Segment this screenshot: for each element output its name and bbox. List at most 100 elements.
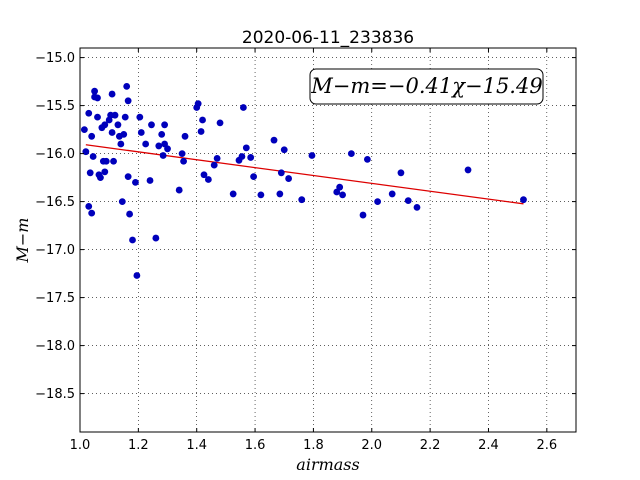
data-point [85,203,93,210]
y-tick-label: −15.5 [35,99,75,114]
data-points [80,83,527,279]
data-point [148,121,155,129]
data-point [298,196,306,204]
plot-frame [79,47,577,433]
data-point [121,113,129,121]
chart-title: 2020-06-11_233836 [242,28,414,48]
data-point [155,142,163,150]
data-point [108,129,116,136]
x-tick-label: 1.8 [303,438,324,453]
data-point [210,161,218,169]
data-point [180,157,187,165]
data-point [133,272,141,279]
data-point [277,169,285,177]
data-point [89,153,97,160]
data-point [175,186,183,194]
data-point [124,173,132,181]
y-tick-label: −18.0 [35,339,75,354]
data-point [336,183,344,191]
data-point [124,97,132,105]
annotation-text: M−m=−0.41χ−15.49 [310,74,542,98]
data-point [204,176,212,183]
data-point [85,109,93,117]
y-tick-label: −15.0 [35,51,75,66]
data-point [108,90,116,98]
x-tick-label: 1.0 [70,438,91,453]
data-point [101,168,109,176]
y-axis-label: M−m [13,218,32,264]
x-axis-label: airmass [296,455,359,474]
data-point [276,190,284,198]
data-point [404,197,412,205]
data-point [181,132,189,140]
data-point [94,94,101,102]
data-point [308,152,316,159]
data-point [257,191,265,199]
data-point [242,144,250,152]
x-tick-label: 2.0 [361,438,382,453]
data-point [142,140,150,148]
data-point [194,100,202,108]
y-tick-label: −16.0 [35,147,75,162]
data-point [239,104,247,111]
data-point [270,136,278,144]
data-point [86,169,94,177]
data-point [120,131,128,138]
data-point [114,121,122,129]
data-point [178,150,186,158]
data-point [413,203,421,211]
axis-ticks: 1.0 1.2 1.4 1.6 1.8 2.0 2.2 2.4 2.6 −15.0 −15.5 −16… [35,48,576,453]
data-point [213,155,221,162]
data-point [238,153,246,160]
data-point [88,209,96,217]
x-tick-label: 2.2 [420,438,441,453]
data-point [161,121,169,129]
data-point [94,113,101,121]
data-point [118,198,126,206]
y-tick-label: −17.5 [35,291,75,306]
data-point [97,174,104,182]
data-point [137,129,145,136]
data-point [363,155,371,163]
data-point [136,113,144,121]
data-point [347,150,355,158]
x-tick-label: 2.4 [478,438,499,453]
data-point [520,196,527,204]
fit-annotation: M−m=−0.41χ−15.49 [309,68,544,105]
data-point [117,140,125,148]
data-point [82,148,90,156]
data-point [123,83,131,90]
data-point [285,175,293,182]
data-point [280,146,288,154]
data-point [80,126,88,133]
data-point [200,171,208,179]
data-point [91,87,98,95]
data-point [110,157,117,165]
data-point [388,190,396,198]
x-tick-label: 2.6 [536,438,557,453]
data-point [374,198,381,206]
data-point [158,131,166,138]
data-point [247,154,255,161]
fit-line [85,144,524,205]
data-point [397,169,405,177]
data-point [359,211,367,219]
x-tick-label: 1.6 [245,438,266,453]
data-point [111,111,119,119]
y-tick-label: −16.5 [35,195,75,210]
x-tick-label: 1.4 [186,438,207,453]
data-point [229,190,237,198]
data-point [197,128,205,135]
data-point [339,191,346,199]
data-point [129,236,136,244]
x-tick-label: 1.2 [128,438,149,453]
annotation-box [309,68,544,105]
data-point [102,157,110,165]
data-point [126,210,133,218]
data-point [152,234,160,242]
data-point [132,179,139,186]
data-point [164,145,171,153]
data-point [250,173,257,181]
grid-lines [80,48,576,432]
